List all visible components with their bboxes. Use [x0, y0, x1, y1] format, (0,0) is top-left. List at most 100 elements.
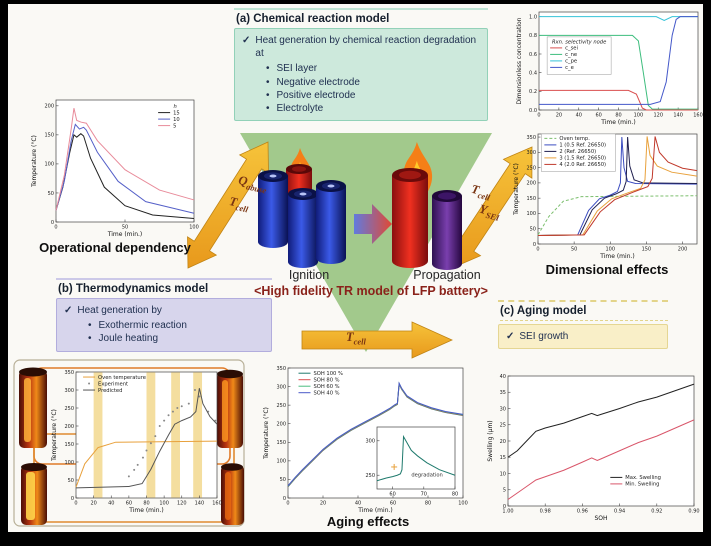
bullet-icon: •: [266, 89, 270, 101]
svg-text:160: 160: [693, 113, 703, 119]
panel-a-bullets: • SEI layer • Negative electrode • Positive…: [266, 62, 480, 115]
svg-text:350: 350: [526, 135, 536, 141]
svg-text:SOH 40 %: SOH 40 %: [314, 391, 340, 397]
thermo-validation-chart: 0 20 40 60 80 100 120 140 160 0 50 100 150 200 250 300 3…: [51, 370, 222, 514]
svg-text:10: 10: [500, 471, 506, 477]
svg-text:200: 200: [678, 247, 688, 253]
svg-text:160: 160: [212, 501, 222, 507]
dimensional-effects-chart: 0 50 100 150 200 0 50 100 150 200 250 300 350 Time (m…: [513, 133, 698, 260]
svg-text:40: 40: [576, 113, 582, 119]
svg-text:0: 0: [537, 113, 540, 119]
svg-text:80: 80: [615, 113, 621, 119]
tr-model-banner: <High fidelity TR model of LFP battery>: [254, 284, 488, 298]
svg-text:15: 15: [500, 455, 506, 461]
svg-text:60: 60: [389, 492, 395, 498]
svg-text:1 (0.5 Ref. 26650): 1 (0.5 Ref. 26650): [559, 143, 606, 149]
t-cell-bottom-label: Tcell: [346, 330, 366, 347]
tcell-arrow-bottom: [301, 321, 453, 359]
bullet-icon: •: [88, 320, 92, 332]
svg-text:200: 200: [526, 181, 536, 187]
svg-text:Experiment: Experiment: [98, 381, 128, 387]
cell-thermal-render: [221, 463, 244, 525]
svg-text:300: 300: [64, 388, 74, 394]
bullet-icon: •: [266, 102, 270, 114]
dimensional-effects-caption: Dimensional effects: [545, 262, 669, 277]
svg-text:60: 60: [595, 113, 601, 119]
svg-text:150: 150: [642, 247, 652, 253]
svg-text:0.94: 0.94: [614, 509, 625, 515]
svg-text:50: 50: [571, 247, 577, 253]
svg-text:c_sei: c_sei: [565, 46, 578, 52]
svg-text:50: 50: [68, 478, 74, 484]
battery-ignition-propagation-graphic: [258, 142, 462, 270]
figure-canvas: (a) Chemical reaction model ✓ Heat gener…: [8, 4, 703, 532]
svg-text:Rxn. selectivity node: Rxn. selectivity node: [552, 39, 606, 45]
svg-text:0.90: 0.90: [688, 509, 699, 515]
svg-text:0.4: 0.4: [529, 70, 537, 76]
ignition-label: Ignition: [288, 268, 330, 282]
svg-text:150: 150: [276, 440, 286, 446]
battery-cell-blue: [258, 170, 288, 248]
svg-text:140: 140: [195, 501, 205, 507]
svg-text:300: 300: [365, 439, 375, 445]
svg-text:150: 150: [44, 133, 54, 139]
abuse-double-arrow-left: [187, 141, 269, 269]
svg-text:150: 150: [526, 196, 536, 202]
bullet-icon: •: [266, 63, 270, 75]
svg-text:0: 0: [283, 496, 286, 502]
svg-text:0: 0: [54, 225, 57, 231]
svg-text:20: 20: [500, 439, 506, 445]
propagation-label: Propagation: [413, 268, 481, 282]
svg-text:200: 200: [44, 104, 54, 110]
cell-thermal-render: [19, 367, 47, 448]
list-item: • Joule heating: [88, 333, 159, 345]
svg-text:300: 300: [276, 384, 286, 390]
svg-text:100: 100: [458, 501, 468, 507]
aging-inset-chart: 60 70 80 250 300 degradation: [365, 426, 458, 498]
panel-b-check-text: Heat generation by: [77, 305, 162, 316]
svg-text:35: 35: [500, 390, 506, 396]
list-item: • Exothermic reaction: [88, 320, 187, 332]
svg-text:0: 0: [51, 220, 54, 226]
svg-text:Temperature (°C): Temperature (°C): [513, 163, 520, 216]
svg-text:350: 350: [276, 366, 286, 372]
panel-c-check-text: SEI growth: [519, 331, 569, 342]
svg-text:70: 70: [421, 492, 427, 498]
svg-text:10: 10: [173, 117, 180, 123]
svg-text:20: 20: [90, 501, 96, 507]
svg-text:h: h: [173, 104, 176, 110]
aging-effects-caption: Aging effects: [326, 514, 410, 529]
check-icon: ✓: [242, 35, 251, 46]
svg-text:4 (2.0 Ref. 26650): 4 (2.0 Ref. 26650): [559, 162, 606, 168]
panel-chemical-reaction-model: (a) Chemical reaction model ✓ Heat gener…: [234, 8, 488, 122]
svg-text:0.98: 0.98: [540, 509, 551, 515]
svg-text:50: 50: [530, 227, 536, 233]
swelling-chart: 1.00 0.98 0.96 0.94 0.92 0.90 0 5 10 15 20 25 30 35 40…: [487, 374, 700, 522]
svg-text:0: 0: [71, 496, 74, 502]
list-item: • Negative electrode: [266, 76, 360, 88]
svg-text:Time (min.): Time (min.): [357, 507, 393, 514]
svg-text:Time (min.): Time (min.): [600, 119, 636, 126]
operational-dependency-caption: Operational dependency: [39, 240, 191, 255]
panel-aging-model: (c) Aging model ✓ SEI growth: [498, 300, 668, 350]
battery-cell-blue: [316, 180, 346, 264]
svg-text:60: 60: [390, 501, 396, 507]
svg-text:15: 15: [173, 110, 180, 116]
svg-text:50: 50: [280, 477, 286, 483]
svg-text:120: 120: [653, 113, 663, 119]
svg-text:Temperature (°C): Temperature (°C): [51, 409, 58, 462]
propagation-arrow-icon: [354, 204, 392, 244]
svg-text:1.0: 1.0: [529, 14, 537, 20]
svg-text:c_pe: c_pe: [565, 59, 577, 65]
svg-text:Temperature (°C): Temperature (°C): [31, 135, 38, 188]
panel-thermodynamics-model: (b) Thermodynamics model ✓ Heat generati…: [56, 278, 272, 352]
svg-text:150: 150: [64, 442, 74, 448]
svg-text:0.0: 0.0: [529, 108, 537, 114]
svg-text:SOH 100 %: SOH 100 %: [314, 371, 343, 377]
svg-text:0.6: 0.6: [529, 52, 537, 58]
panel-a-box: ✓ Heat generation by chemical reaction d…: [234, 28, 488, 122]
svg-text:Time (min.): Time (min.): [128, 507, 164, 514]
battery-cell-blue: [288, 188, 318, 268]
panel-b-box: ✓ Heat generation by • Exothermic reactio…: [56, 298, 272, 352]
list-item: • SEI layer: [266, 63, 318, 75]
